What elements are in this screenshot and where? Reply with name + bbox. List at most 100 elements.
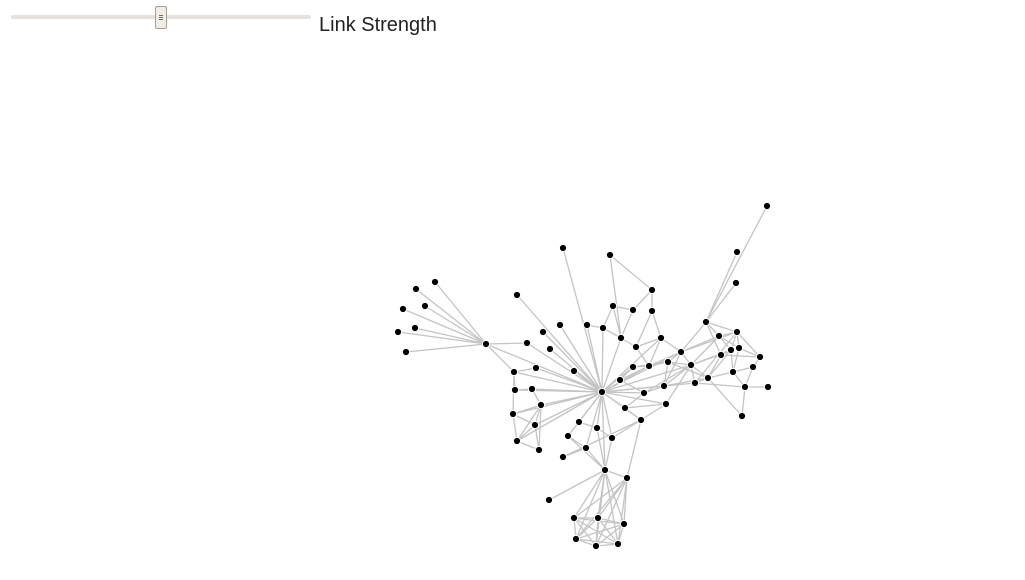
graph-link <box>620 309 634 339</box>
graph-node[interactable] <box>737 411 747 421</box>
graph-node[interactable] <box>597 387 607 397</box>
graph-link <box>612 305 622 339</box>
graph-node[interactable] <box>620 403 630 413</box>
graph-node[interactable] <box>619 519 629 529</box>
graph-node[interactable] <box>701 317 711 327</box>
graph-node[interactable] <box>622 473 632 483</box>
link-strength-slider[interactable] <box>11 6 311 30</box>
graph-node[interactable] <box>522 338 532 348</box>
graph-node[interactable] <box>510 385 520 395</box>
graph-node[interactable] <box>411 284 421 294</box>
graph-link <box>397 331 487 345</box>
graph-node[interactable] <box>401 347 411 357</box>
graph-node[interactable] <box>571 534 581 544</box>
graph-node[interactable] <box>591 541 601 551</box>
graph-link <box>512 413 518 442</box>
graph-link <box>663 364 692 387</box>
graph-link <box>601 382 696 393</box>
graph-node[interactable] <box>393 327 403 337</box>
graph-node[interactable] <box>574 417 584 427</box>
grip-line <box>159 15 163 16</box>
graph-node[interactable] <box>555 320 565 330</box>
graph-node[interactable] <box>644 361 654 371</box>
graph-link <box>720 354 761 358</box>
graph-node[interactable] <box>755 352 765 362</box>
graph-node[interactable] <box>544 495 554 505</box>
graph-node[interactable] <box>714 331 724 341</box>
graph-node[interactable] <box>593 513 603 523</box>
graph-node[interactable] <box>703 373 713 383</box>
graph-node[interactable] <box>398 304 408 314</box>
graph-link <box>624 403 667 409</box>
graph-node[interactable] <box>690 378 700 388</box>
graph-node[interactable] <box>748 362 758 372</box>
graph-link <box>597 517 625 525</box>
graph-node[interactable] <box>531 363 541 373</box>
graph-node[interactable] <box>636 415 646 425</box>
graph-link <box>609 254 622 339</box>
graph-node[interactable] <box>598 323 608 333</box>
graph-node[interactable] <box>726 345 736 355</box>
graph-node[interactable] <box>605 250 615 260</box>
graph-node[interactable] <box>481 339 491 349</box>
graph-node[interactable] <box>410 323 420 333</box>
graph-node[interactable] <box>647 306 657 316</box>
graph-node[interactable] <box>600 465 610 475</box>
graph-node[interactable] <box>512 290 522 300</box>
graph-node[interactable] <box>740 382 750 392</box>
graph-node[interactable] <box>430 277 440 287</box>
graph-link <box>601 391 645 394</box>
graph-link <box>548 469 606 501</box>
slider-handle[interactable] <box>155 6 167 29</box>
graph-node[interactable] <box>538 327 548 337</box>
graph-node[interactable] <box>558 243 568 253</box>
graph-node[interactable] <box>558 452 568 462</box>
graph-node[interactable] <box>628 305 638 315</box>
graph-link <box>604 437 613 471</box>
graph-link <box>485 343 603 393</box>
graph-node[interactable] <box>581 443 591 453</box>
graph-node[interactable] <box>763 382 773 392</box>
graph-node[interactable] <box>639 388 649 398</box>
graph-node[interactable] <box>616 333 626 343</box>
graph-link <box>648 351 682 367</box>
graph-node[interactable] <box>563 431 573 441</box>
graph-node[interactable] <box>509 367 519 377</box>
graph-node[interactable] <box>536 400 546 410</box>
graph-node[interactable] <box>732 327 742 337</box>
graph-link <box>573 517 619 545</box>
graph-node[interactable] <box>676 347 686 357</box>
graph-node[interactable] <box>732 247 742 257</box>
graph-node[interactable] <box>545 344 555 354</box>
graph-node[interactable] <box>512 436 522 446</box>
graph-node[interactable] <box>647 285 657 295</box>
graph-node[interactable] <box>728 367 738 377</box>
graph-node[interactable] <box>661 399 671 409</box>
graph-node[interactable] <box>569 513 579 523</box>
graph-node[interactable] <box>608 301 618 311</box>
graph-node[interactable] <box>731 278 741 288</box>
graph-link <box>663 351 682 387</box>
graph-node[interactable] <box>420 301 430 311</box>
graph-node[interactable] <box>686 360 696 370</box>
graph-link <box>585 391 603 449</box>
graph-node[interactable] <box>592 423 602 433</box>
graph-node[interactable] <box>628 362 638 372</box>
graph-node[interactable] <box>716 350 726 360</box>
graph-node[interactable] <box>613 539 623 549</box>
graph-node[interactable] <box>615 375 625 385</box>
graph-node[interactable] <box>569 366 579 376</box>
graph-node[interactable] <box>607 433 617 443</box>
graph-node[interactable] <box>530 420 540 430</box>
graph-node[interactable] <box>534 445 544 455</box>
graph-node[interactable] <box>631 342 641 352</box>
graph-node[interactable] <box>659 381 669 391</box>
graph-node[interactable] <box>582 320 592 330</box>
graph-node[interactable] <box>656 333 666 343</box>
graph-node[interactable] <box>527 384 537 394</box>
graph-node[interactable] <box>734 343 744 353</box>
graph-node[interactable] <box>508 409 518 419</box>
graph-node[interactable] <box>762 201 772 211</box>
graph-link <box>559 324 603 393</box>
graph-node[interactable] <box>663 357 673 367</box>
